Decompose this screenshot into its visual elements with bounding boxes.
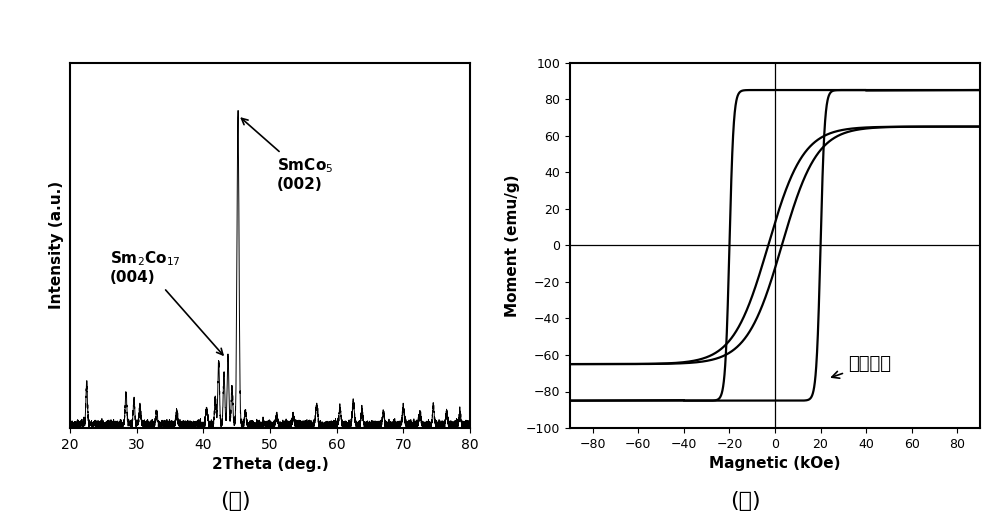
Y-axis label: Moment (emu/g): Moment (emu/g) <box>505 174 520 316</box>
Text: SmCo$_5$
(002): SmCo$_5$ (002) <box>241 118 333 192</box>
X-axis label: 2Theta (deg.): 2Theta (deg.) <box>212 457 328 472</box>
Text: 取向方向: 取向方向 <box>832 355 891 378</box>
Text: (ｂ): (ｂ) <box>730 491 760 511</box>
Y-axis label: Intensity (a.u.): Intensity (a.u.) <box>49 181 64 310</box>
Text: Sm$_2$Co$_{17}$
(004): Sm$_2$Co$_{17}$ (004) <box>110 249 223 355</box>
Text: (ａ): (ａ) <box>220 491 250 511</box>
X-axis label: Magnetic (kOe): Magnetic (kOe) <box>709 456 841 471</box>
